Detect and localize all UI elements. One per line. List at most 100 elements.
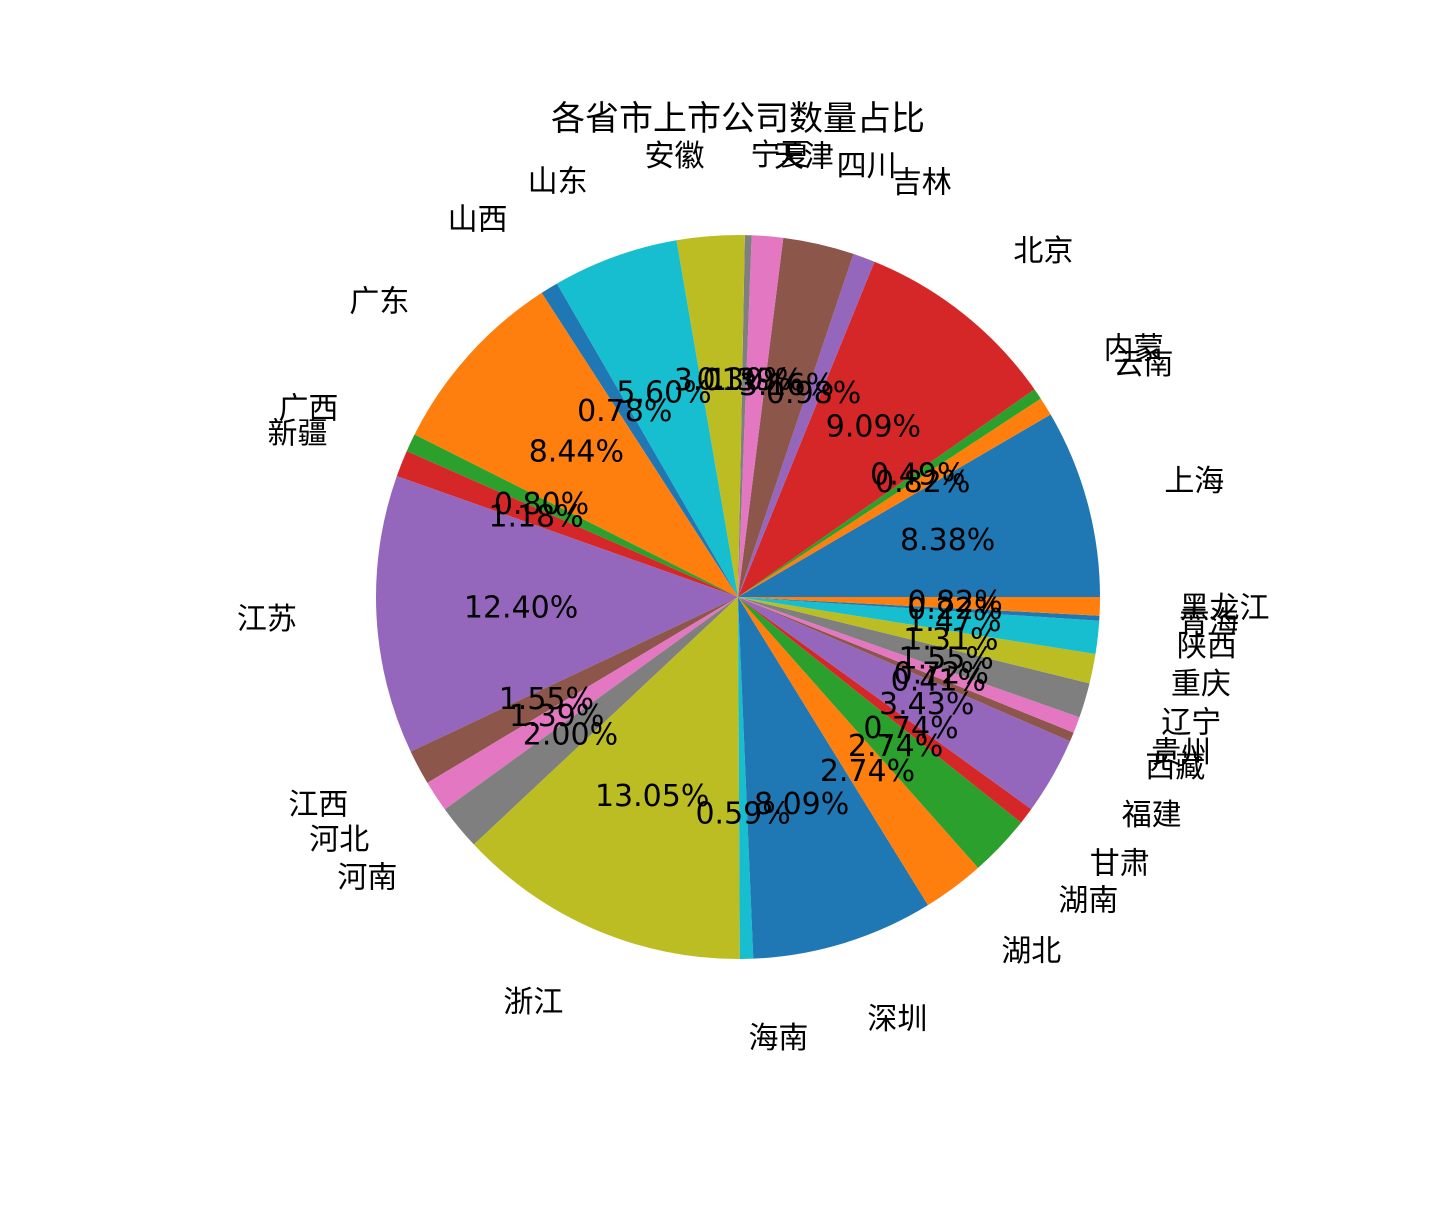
slice-category-label: 青海 xyxy=(1179,605,1239,640)
slice-percent-label: 0.82% xyxy=(907,585,1002,620)
slice-percent-label: 0.78% xyxy=(577,394,672,429)
pie-slice-7 xyxy=(738,235,752,598)
pie-slice-16 xyxy=(427,597,738,810)
chart-title: 各省市上市公司数量占比 xyxy=(551,99,925,139)
slice-category-label: 新疆 xyxy=(267,417,327,452)
pie-slice-25 xyxy=(738,597,1074,742)
pie-slice-3 xyxy=(738,261,1035,597)
slice-category-label: 山东 xyxy=(528,164,588,199)
slice-percent-label: 3.16% xyxy=(739,368,834,403)
slice-category-label: 北京 xyxy=(1013,234,1073,269)
pie-slice-28 xyxy=(738,597,1096,684)
slice-category-label: 甘肃 xyxy=(1090,847,1150,882)
slice-category-label: 天津 xyxy=(774,139,834,174)
pie-slice-29 xyxy=(738,597,1100,655)
slice-percent-label: 0.30% xyxy=(697,362,792,397)
slice-percent-label: 1.47% xyxy=(906,604,1001,639)
percentage-labels: 8.38%0.82%0.49%9.09%0.98%3.16%1.39%0.30%… xyxy=(464,362,1003,831)
slice-category-label: 广西 xyxy=(278,391,338,426)
slice-percent-label: 5.60% xyxy=(616,375,711,410)
slice-percent-label: 0.82% xyxy=(875,465,970,500)
slice-category-label: 深圳 xyxy=(867,1002,927,1037)
slice-percent-label: 0.98% xyxy=(766,376,861,411)
pie-slice-14 xyxy=(376,476,738,752)
slice-percent-label: 0.80% xyxy=(494,487,589,522)
slice-percent-label: 13.05% xyxy=(595,779,709,814)
pie-slice-9 xyxy=(556,240,738,597)
slice-percent-label: 0.72% xyxy=(894,656,989,691)
pie-slice-12 xyxy=(406,434,738,597)
slice-percent-label: 9.09% xyxy=(826,410,921,445)
slice-category-label: 宁夏 xyxy=(751,138,811,173)
slice-category-label: 湖北 xyxy=(1001,934,1061,969)
pie-slice-22 xyxy=(738,597,1022,868)
slice-category-label: 黑龙江 xyxy=(1179,591,1269,626)
pie-slice-5 xyxy=(738,237,854,597)
slice-percent-label: 8.38% xyxy=(900,523,995,558)
slice-percent-label: 1.39% xyxy=(708,363,803,398)
slice-percent-label: 8.09% xyxy=(754,787,849,822)
slice-category-label: 云南 xyxy=(1114,347,1174,382)
slice-category-label: 海南 xyxy=(748,1021,808,1056)
slice-category-label: 河南 xyxy=(337,861,397,896)
slice-percent-label: 3.01% xyxy=(674,363,769,398)
slice-percent-label: 2.00% xyxy=(523,718,618,753)
slice-percent-label: 0.49% xyxy=(870,458,965,493)
pie-slice-8 xyxy=(676,235,745,597)
slice-category-label: 河北 xyxy=(309,823,369,858)
slice-category-label: 江苏 xyxy=(237,602,297,637)
slice-category-label: 西藏 xyxy=(1145,750,1205,785)
slice-category-label: 湖南 xyxy=(1058,884,1118,919)
pie-slice-1 xyxy=(738,398,1051,597)
slice-percent-label: 2.74% xyxy=(820,754,915,789)
pie-slice-0 xyxy=(738,414,1100,597)
pie-slice-15 xyxy=(410,597,738,783)
slice-category-label: 四川 xyxy=(837,149,897,184)
slice-category-label: 陕西 xyxy=(1177,629,1237,664)
slice-category-label: 安徽 xyxy=(644,139,704,174)
pie-slice-24 xyxy=(738,597,1071,810)
pie-slice-19 xyxy=(738,597,754,959)
slice-percent-label: 0.22% xyxy=(907,592,1002,627)
pie-slice-31 xyxy=(738,597,1100,616)
pie-slices xyxy=(376,235,1100,959)
pie-slice-18 xyxy=(473,597,740,959)
pie-slice-2 xyxy=(738,389,1041,597)
slice-category-label: 上海 xyxy=(1164,464,1224,499)
slice-percent-label: 8.44% xyxy=(529,434,624,469)
pie-slice-26 xyxy=(738,597,1080,733)
slice-category-label: 福建 xyxy=(1122,798,1182,833)
pie-slice-10 xyxy=(541,283,738,597)
slice-percent-label: 0.59% xyxy=(695,797,790,832)
slice-category-label: 山西 xyxy=(448,203,508,238)
pie-slice-6 xyxy=(738,235,784,597)
slice-percent-label: 0.41% xyxy=(891,663,986,698)
slice-category-label: 广东 xyxy=(349,284,409,319)
slice-category-label: 江西 xyxy=(288,787,348,822)
pie-slice-11 xyxy=(414,292,738,597)
slice-percent-label: 1.39% xyxy=(509,699,604,734)
pie-slice-20 xyxy=(738,597,928,959)
pie-slice-13 xyxy=(396,451,738,597)
slice-percent-label: 1.55% xyxy=(499,682,594,717)
pie-slice-27 xyxy=(738,597,1090,718)
slice-percent-label: 0.74% xyxy=(863,711,958,746)
slice-category-label: 吉林 xyxy=(892,165,952,200)
pie-slice-21 xyxy=(738,597,979,906)
pie-slice-4 xyxy=(738,253,875,597)
slice-percent-label: 2.74% xyxy=(848,729,943,764)
slice-percent-label: 12.40% xyxy=(464,590,578,625)
slice-category-label: 贵州 xyxy=(1151,736,1211,771)
slice-category-label: 重庆 xyxy=(1171,667,1231,702)
pie-slice-17 xyxy=(444,597,738,845)
slice-percent-label: 3.43% xyxy=(879,687,974,722)
slice-percent-label: 1.31% xyxy=(903,623,998,658)
slice-category-label: 辽宁 xyxy=(1161,706,1221,741)
pie-slice-23 xyxy=(738,597,1032,823)
slice-percent-label: 1.55% xyxy=(898,642,993,677)
slice-percent-label: 1.18% xyxy=(488,499,583,534)
slice-category-label: 内蒙 xyxy=(1104,332,1164,367)
